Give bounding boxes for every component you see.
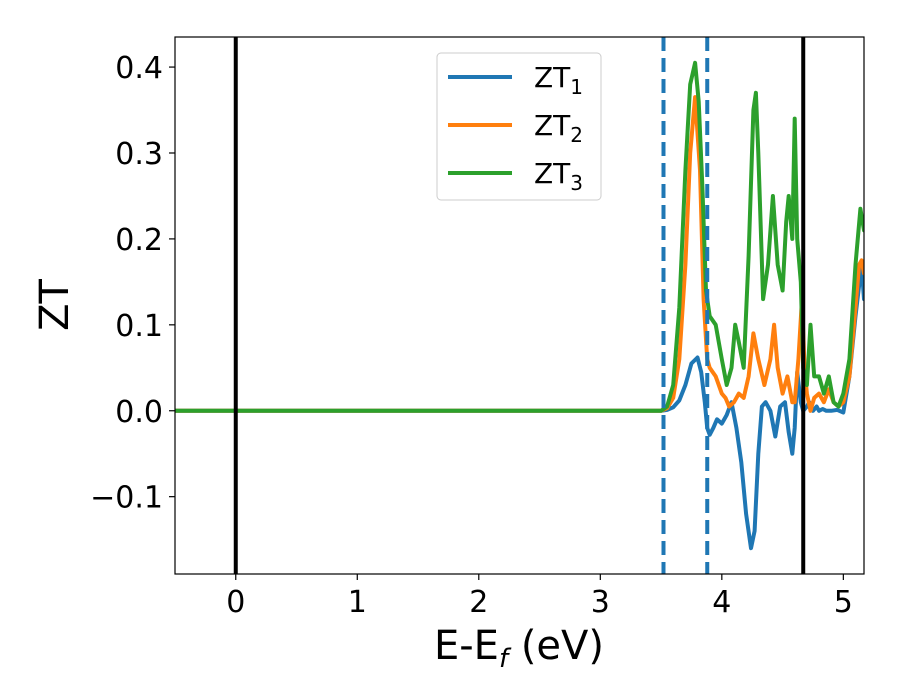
legend-box [436,52,602,201]
y-tick-label: 0.4 [115,51,163,86]
x-tick-label: 2 [469,585,488,620]
plot-area [175,37,864,574]
x-axis-title: E-Ef (eV) [434,623,604,674]
x-axis-title-unit: (eV) [508,623,604,669]
legend-label-zt2: ZT2 [534,109,583,147]
y-tick-label: −0.1 [90,481,163,516]
y-tick-label: 0.1 [115,309,163,344]
series-line-zt3 [175,60,864,413]
x-tick-label: 1 [348,585,367,620]
series-line-zt1 [175,262,864,551]
legend-label-zt1: ZT1 [534,61,583,99]
legend-label-zt3: ZT3 [534,157,583,195]
x-tick-label: 3 [591,585,610,620]
legend: ZT1 ZT2 ZT3 [436,52,602,201]
x-tick-label: 5 [834,585,853,620]
y-tick-label: 0.2 [115,223,163,258]
x-axis-title-main: E-E [434,623,499,669]
y-tick-label: 0.3 [115,137,163,172]
y-axis-title: ZT [32,279,78,331]
x-tick-label: 4 [712,585,731,620]
x-tick-label: 0 [226,585,245,620]
y-axis: −0.1 0.0 0.1 0.2 0.3 0.4 [90,51,175,516]
y-tick-label: 0.0 [115,395,163,430]
plot-frame [174,36,865,575]
x-axis: 0 1 2 3 4 5 [226,574,853,620]
